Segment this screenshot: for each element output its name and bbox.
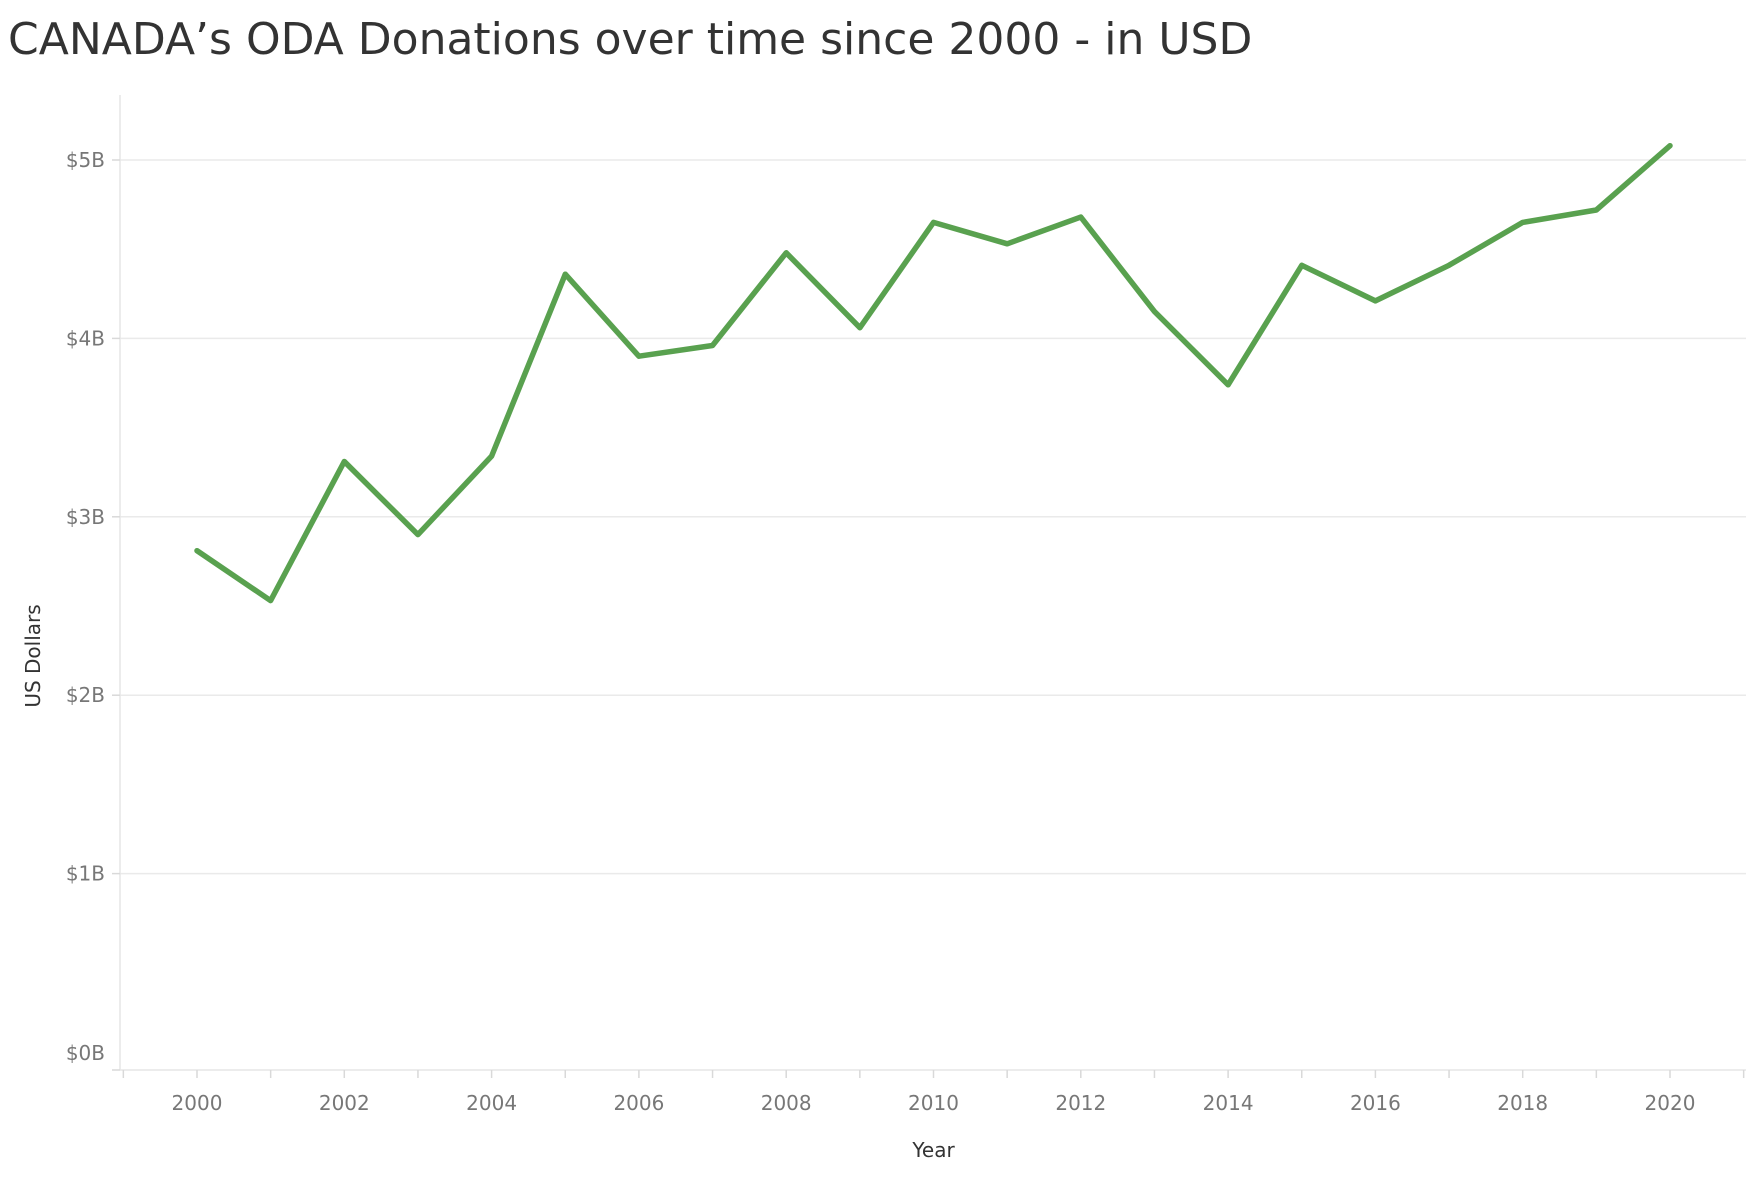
data-point bbox=[1667, 143, 1673, 149]
x-axis-title: Year bbox=[911, 1138, 955, 1162]
tick-labels: $0B $1B $2B $3B $4B $5B 2000 2002 2004 2006 2008 20… bbox=[66, 148, 1696, 1115]
data-point bbox=[931, 219, 936, 225]
y-tick-label: $3B bbox=[66, 505, 105, 529]
y-tick-label: $5B bbox=[66, 148, 105, 172]
data-point bbox=[341, 459, 347, 464]
x-tick-label: 2018 bbox=[1497, 1091, 1548, 1115]
y-tick-label: $1B bbox=[66, 862, 105, 886]
data-point bbox=[1004, 241, 1010, 247]
data-point bbox=[1078, 214, 1084, 220]
y-axis-title: US Dollars bbox=[21, 604, 45, 707]
data-point bbox=[1225, 382, 1231, 388]
x-tick-label: 2020 bbox=[1645, 1091, 1696, 1115]
x-tick-label: 2002 bbox=[319, 1091, 370, 1115]
x-tick-label: 2000 bbox=[172, 1091, 223, 1115]
x-tick-label: 2016 bbox=[1350, 1091, 1401, 1115]
series-layer bbox=[194, 142, 1673, 604]
gridlines bbox=[120, 159, 1746, 875]
y-tick-label: $2B bbox=[66, 683, 105, 707]
data-point bbox=[1299, 262, 1305, 268]
data-point bbox=[194, 548, 200, 554]
y-tick-label: $4B bbox=[66, 326, 105, 350]
data-point bbox=[1152, 309, 1157, 315]
y-tick-label: $0B bbox=[66, 1041, 105, 1065]
data-point bbox=[268, 598, 274, 604]
data-point bbox=[1520, 219, 1526, 225]
x-tick-label: 2014 bbox=[1203, 1091, 1254, 1115]
data-point bbox=[415, 532, 421, 538]
x-tick-label: 2010 bbox=[908, 1091, 959, 1115]
x-tick-label: 2004 bbox=[466, 1091, 517, 1115]
data-point bbox=[1372, 298, 1378, 304]
data-point bbox=[636, 353, 642, 359]
data-point bbox=[857, 325, 863, 331]
x-tick-label: 2012 bbox=[1055, 1091, 1106, 1115]
data-point bbox=[562, 271, 568, 277]
data-point bbox=[489, 453, 495, 459]
data-point bbox=[1593, 207, 1599, 213]
data-point bbox=[1446, 262, 1452, 268]
data-point bbox=[783, 250, 789, 256]
x-tick-label: 2006 bbox=[613, 1091, 664, 1115]
chart-title: CANADA’s ODA Donations over time since 2… bbox=[8, 14, 1253, 65]
x-tick-label: 2008 bbox=[761, 1091, 812, 1115]
data-point bbox=[710, 343, 715, 348]
axes bbox=[112, 95, 1746, 1078]
